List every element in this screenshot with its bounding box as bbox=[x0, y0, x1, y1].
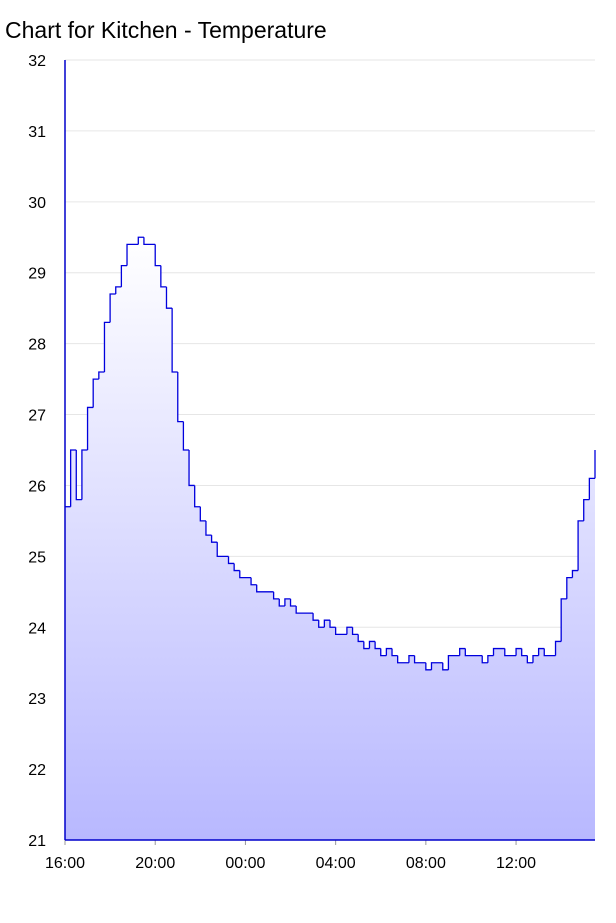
line-step bbox=[380, 648, 387, 657]
line-step bbox=[120, 264, 128, 287]
line-step bbox=[295, 606, 314, 614]
line-step bbox=[256, 584, 274, 593]
y-tick-label: 21 bbox=[28, 833, 46, 850]
line-step bbox=[239, 570, 252, 579]
line-step bbox=[126, 243, 139, 266]
line-step bbox=[289, 598, 297, 607]
line-step bbox=[543, 648, 556, 657]
line-step bbox=[137, 236, 144, 245]
line-step bbox=[346, 626, 353, 635]
line-step bbox=[526, 655, 533, 664]
line-step bbox=[92, 378, 99, 408]
line-step bbox=[115, 286, 122, 294]
line-step bbox=[481, 655, 488, 664]
line-step bbox=[351, 627, 359, 636]
y-tick-label: 32 bbox=[28, 53, 46, 70]
line-step bbox=[487, 654, 494, 663]
line-step bbox=[413, 655, 426, 664]
line-step bbox=[81, 449, 88, 500]
line-step bbox=[199, 506, 206, 522]
line-step bbox=[442, 662, 449, 671]
line-step bbox=[363, 641, 370, 650]
line-step bbox=[368, 640, 376, 649]
line-step bbox=[284, 598, 291, 606]
line-step bbox=[464, 648, 483, 657]
line-step bbox=[194, 485, 201, 508]
line-step bbox=[515, 647, 522, 656]
line-step bbox=[459, 647, 466, 656]
line-step bbox=[69, 449, 77, 507]
line-step bbox=[329, 620, 336, 628]
x-tick-label: 04:00 bbox=[316, 855, 356, 872]
line-step bbox=[492, 647, 505, 656]
line-step bbox=[571, 569, 579, 578]
line-step bbox=[227, 556, 235, 565]
line-step bbox=[154, 244, 161, 267]
y-tick-label: 28 bbox=[28, 337, 46, 354]
line-step bbox=[385, 647, 393, 656]
line-step bbox=[98, 371, 105, 380]
line-step bbox=[397, 655, 409, 664]
y-tick-label: 31 bbox=[28, 124, 46, 141]
line-step bbox=[278, 598, 285, 607]
line-step bbox=[75, 450, 82, 501]
area bbox=[65, 237, 595, 841]
line-step bbox=[182, 421, 190, 451]
y-tick-label: 23 bbox=[28, 691, 46, 708]
line-step bbox=[233, 563, 240, 572]
line-step bbox=[583, 498, 590, 521]
chart-title: Chart for Kitchen - Temperature bbox=[5, 17, 327, 43]
line-step bbox=[143, 237, 156, 246]
line-step bbox=[425, 662, 432, 671]
line-step bbox=[323, 619, 330, 628]
line-step bbox=[504, 648, 517, 657]
y-tick-label: 29 bbox=[28, 266, 46, 283]
y-tick-label: 25 bbox=[28, 549, 46, 566]
y-tick-label: 27 bbox=[28, 408, 46, 425]
line-step bbox=[334, 627, 347, 636]
line-step bbox=[588, 477, 595, 500]
y-tick-label: 26 bbox=[28, 478, 46, 495]
line-step bbox=[165, 286, 173, 309]
line-step bbox=[408, 654, 415, 663]
line-step bbox=[272, 591, 280, 600]
line-step bbox=[188, 450, 195, 487]
line-step bbox=[537, 647, 545, 656]
line-step bbox=[205, 520, 212, 536]
line-step bbox=[210, 535, 218, 543]
line-step bbox=[391, 648, 398, 657]
line-step bbox=[160, 265, 167, 288]
line-step bbox=[177, 372, 184, 423]
line-step bbox=[216, 542, 229, 558]
line-step bbox=[250, 577, 257, 586]
line-step bbox=[430, 662, 443, 670]
y-tick-label: 24 bbox=[28, 620, 46, 637]
line-step bbox=[566, 576, 573, 599]
y-tick-label: 22 bbox=[28, 762, 46, 779]
line-step bbox=[521, 648, 528, 657]
x-tick-label: 12:00 bbox=[496, 855, 536, 872]
y-tick-label: 30 bbox=[28, 195, 46, 212]
line-step bbox=[577, 520, 584, 571]
line-step bbox=[312, 613, 319, 621]
line-step bbox=[109, 293, 116, 323]
x-tick-label: 20:00 bbox=[135, 855, 175, 872]
line-step bbox=[447, 654, 460, 670]
x-tick-label: 08:00 bbox=[406, 855, 446, 872]
line-step bbox=[357, 634, 364, 643]
line-step bbox=[374, 641, 381, 650]
line-step bbox=[318, 620, 325, 628]
line-step bbox=[86, 406, 94, 450]
line-step bbox=[171, 308, 178, 373]
line-step bbox=[532, 654, 539, 663]
x-tick-label: 16:00 bbox=[45, 855, 85, 872]
line-step bbox=[103, 321, 111, 372]
line-step bbox=[560, 598, 567, 642]
line-step bbox=[554, 640, 562, 656]
x-tick-label: 00:00 bbox=[225, 855, 265, 872]
